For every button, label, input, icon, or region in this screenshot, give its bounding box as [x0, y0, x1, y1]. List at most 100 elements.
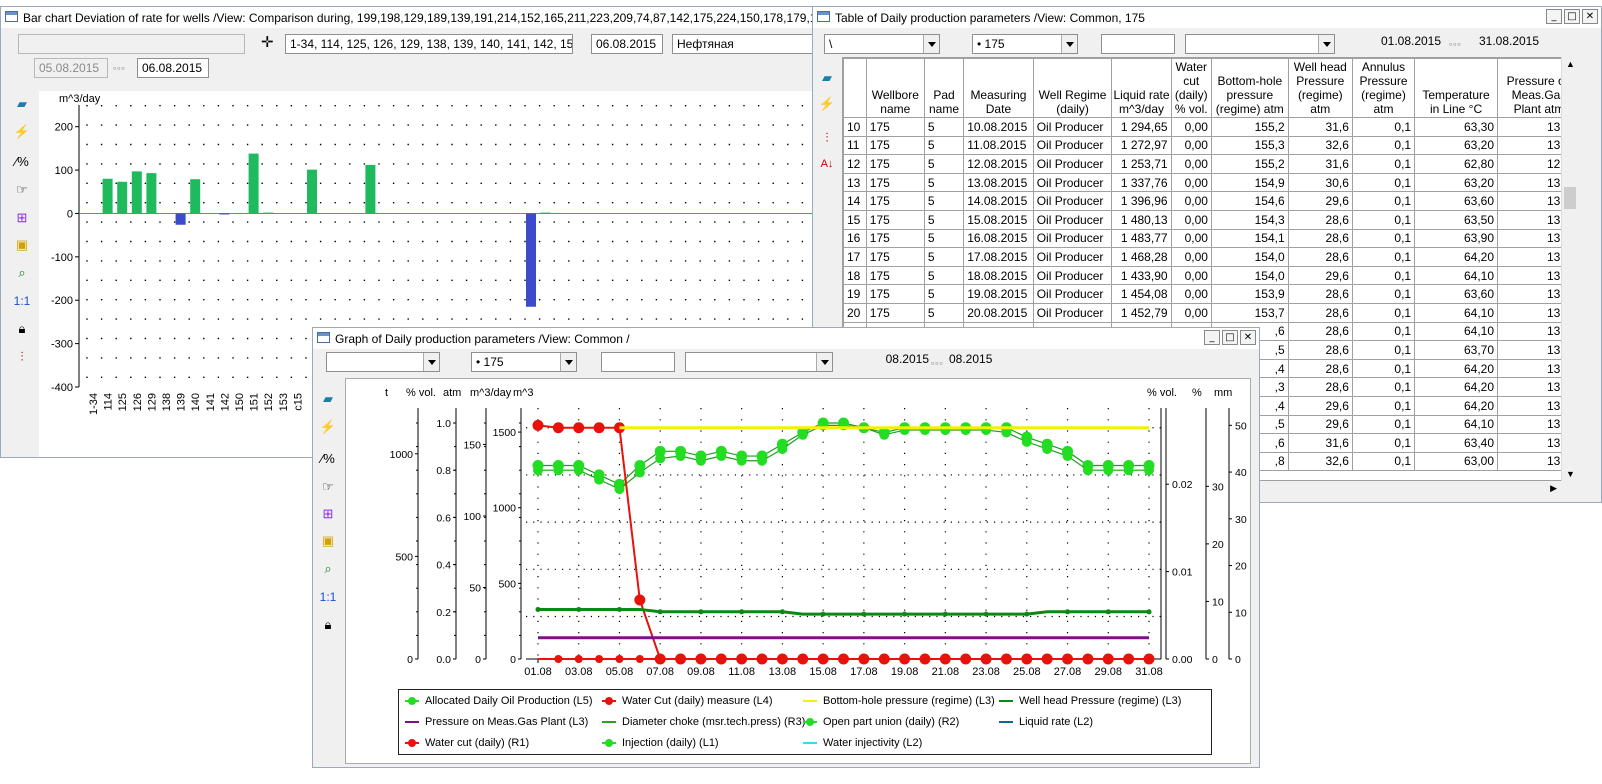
table-cell[interactable]: 13,42 — [1497, 358, 1561, 379]
table-cell[interactable]: 154,0 — [1210, 265, 1289, 286]
table-cell[interactable]: 63,30 — [1414, 117, 1498, 137]
bar-chart-titlebar[interactable]: Bar chart Deviation of rate for wells /V… — [1, 7, 829, 28]
table-cell[interactable]: Oil Producer — [1032, 247, 1113, 267]
table-row[interactable]: 17 175 5 17.08.2015 Oil Producer 1 468,28 0,00… — [843, 247, 1561, 267]
move-cross-icon[interactable]: ✛ — [261, 34, 274, 51]
table-cell[interactable]: 64,10 — [1414, 414, 1498, 435]
table-cell[interactable]: 13,37 — [1497, 451, 1561, 472]
table-cell[interactable]: 12,94 — [1497, 154, 1561, 174]
table-cell[interactable]: 1 337,76 — [1111, 172, 1172, 193]
table-cell[interactable]: 20.08.2015 — [963, 302, 1034, 323]
table-cell[interactable]: 13,16 — [1497, 284, 1561, 304]
lightning-icon[interactable]: ⚡ — [818, 96, 836, 111]
table-cell[interactable]: 19 — [843, 284, 867, 304]
table-cell[interactable]: 13,22 — [1497, 247, 1561, 267]
table-cell[interactable]: 5 — [923, 247, 965, 267]
table-cell[interactable]: Oil Producer — [1032, 302, 1113, 323]
table-cell[interactable]: 18.08.2015 — [963, 265, 1034, 286]
chevron-down-icon[interactable] — [816, 353, 832, 371]
table-titlebar[interactable]: Table of Daily production parameters /Vi… — [813, 7, 1601, 28]
date-from-field[interactable]: 05.08.2015 — [34, 58, 108, 78]
table-cell[interactable]: 13,45 — [1497, 377, 1561, 397]
table-cell[interactable]: 175 — [865, 191, 925, 211]
maximize-button[interactable]: □ — [1222, 330, 1238, 345]
table-cell[interactable]: 63,60 — [1414, 284, 1498, 304]
scroll-thumb[interactable] — [1564, 187, 1576, 209]
table-cell[interactable]: 155,2 — [1210, 117, 1289, 137]
table-cell[interactable]: 13,21 — [1497, 172, 1561, 193]
table-cell[interactable]: 0,1 — [1351, 228, 1416, 249]
eraser-icon[interactable]: ▰ — [822, 70, 832, 85]
table-cell[interactable]: 154,0 — [1210, 247, 1289, 267]
table-cell[interactable]: 10.08.2015 — [963, 117, 1034, 137]
table-cell[interactable]: 1 480,13 — [1111, 209, 1172, 230]
table-cell[interactable]: 0,00 — [1170, 209, 1212, 230]
column-header[interactable]: Wellbore name — [865, 58, 925, 118]
table-cell[interactable]: 1 483,77 — [1111, 228, 1172, 249]
table-cell[interactable]: 15.08.2015 — [963, 209, 1034, 230]
table-filter-select[interactable]: \ — [824, 34, 940, 54]
table-cell[interactable]: 1 433,90 — [1111, 265, 1172, 286]
layers-icon[interactable]: ▣ — [321, 533, 335, 548]
table-cell[interactable]: 155,3 — [1210, 135, 1289, 156]
table-cell[interactable]: 5 — [923, 191, 965, 211]
table-cell[interactable]: 1 468,28 — [1111, 247, 1172, 267]
table-row[interactable]: 18 175 5 18.08.2015 Oil Producer 1 433,90 0,00… — [843, 265, 1561, 286]
table-cell[interactable]: 0,00 — [1170, 265, 1212, 286]
table-cell[interactable]: 153,9 — [1210, 284, 1289, 304]
legend-item[interactable]: Open part union (daily) (R2) — [803, 716, 959, 728]
table-cell[interactable]: 175 — [865, 302, 925, 323]
percent-icon[interactable]: ⁄% — [15, 154, 29, 169]
table-row[interactable]: 11 175 5 11.08.2015 Oil Producer 1 272,97 0,00… — [843, 135, 1561, 156]
table-cell[interactable]: 13.08.2015 — [963, 172, 1034, 193]
legend-item[interactable]: Bottom-hole pressure (regime) (L3) — [803, 695, 995, 707]
table-cell[interactable]: 0,00 — [1170, 172, 1212, 193]
table-cell[interactable]: Oil Producer — [1032, 284, 1113, 304]
table-row[interactable]: 19 175 5 19.08.2015 Oil Producer 1 454,08 0,00… — [843, 284, 1561, 304]
table-cell[interactable]: 0,1 — [1351, 135, 1416, 156]
table-cell[interactable]: 64,20 — [1414, 377, 1498, 397]
table-cell[interactable]: 28,6 — [1287, 321, 1353, 342]
table-cell[interactable]: 0,1 — [1351, 191, 1416, 211]
table-cell[interactable]: Oil Producer — [1032, 209, 1113, 230]
table-cell[interactable]: 20 — [843, 302, 867, 323]
wells-filter-field[interactable]: 1-34, 114, 125, 126, 129, 138, 139, 140,… — [285, 34, 573, 54]
table-cell[interactable]: 0,00 — [1170, 191, 1212, 211]
table-cell[interactable]: 28,6 — [1287, 209, 1353, 230]
table-cell[interactable]: 0,1 — [1351, 395, 1416, 416]
table-cell[interactable]: 16 — [843, 228, 867, 249]
table-cell[interactable]: 175 — [865, 228, 925, 249]
table-cell[interactable]: 175 — [865, 265, 925, 286]
table-cell[interactable]: 154,1 — [1210, 228, 1289, 249]
table-cell[interactable]: 64,10 — [1414, 302, 1498, 323]
table-cell[interactable]: Oil Producer — [1032, 135, 1113, 156]
table-row[interactable]: 12 175 5 12.08.2015 Oil Producer 1 253,71 0,00… — [843, 154, 1561, 174]
table-cell[interactable]: 0,1 — [1351, 154, 1416, 174]
table-cell[interactable]: 5 — [923, 117, 965, 137]
table-cell[interactable]: Oil Producer — [1032, 191, 1113, 211]
table-cell[interactable]: 13,39 — [1497, 209, 1561, 230]
table-cell[interactable]: 63,20 — [1414, 172, 1498, 193]
table-cell[interactable]: 175 — [865, 284, 925, 304]
table-row[interactable]: 15 175 5 15.08.2015 Oil Producer 1 480,13 0,00… — [843, 209, 1561, 230]
table-cell[interactable]: 63,40 — [1414, 433, 1498, 453]
column-header[interactable]: Pressure on Meas.Gas Plant atm — [1497, 58, 1561, 118]
table-cell[interactable]: 0,00 — [1170, 302, 1212, 323]
close-button[interactable]: ✕ — [1582, 9, 1598, 24]
column-header[interactable]: Well head Pressure (regime) atm — [1287, 58, 1353, 118]
table-cell[interactable]: 13,37 — [1497, 395, 1561, 416]
table-cell[interactable]: 63,00 — [1414, 451, 1498, 472]
table-cell[interactable]: 154,9 — [1210, 172, 1289, 193]
table-cell[interactable]: 175 — [865, 117, 925, 137]
table-cell[interactable]: 0,1 — [1351, 117, 1416, 137]
table-cell[interactable]: 155,2 — [1210, 154, 1289, 174]
search-report-icon[interactable]: ⌕ — [324, 561, 332, 576]
graph-date-from[interactable]: 08.2015 — [869, 350, 929, 370]
table-cell[interactable]: 13,37 — [1497, 433, 1561, 453]
table-cell[interactable]: 175 — [865, 172, 925, 193]
table-cell[interactable]: 0,00 — [1170, 284, 1212, 304]
table-cell[interactable]: 5 — [923, 209, 965, 230]
legend-item[interactable]: Injection (daily) (L1) — [602, 737, 719, 749]
table-cell[interactable]: 5 — [923, 135, 965, 156]
column-header[interactable]: Liquid rate m^3/day — [1111, 58, 1172, 118]
